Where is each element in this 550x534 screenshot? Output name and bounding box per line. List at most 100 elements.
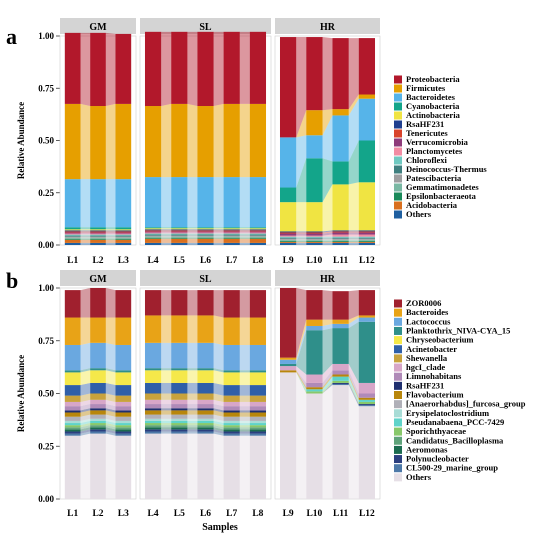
alluvial-link — [348, 98, 359, 162]
bar-segment — [223, 229, 240, 231]
alluvial-link — [322, 115, 333, 162]
bar-segment — [197, 242, 214, 245]
bar-segment — [90, 288, 106, 318]
legend-swatch — [394, 75, 402, 84]
legend-swatch — [394, 102, 402, 111]
bar-segment — [249, 401, 267, 407]
bar-segment — [249, 242, 267, 245]
alluvial-link — [296, 325, 307, 364]
facet-strip — [275, 270, 380, 286]
bar-segment — [197, 410, 214, 415]
alluvial-link — [322, 328, 333, 375]
x-tick-label: L5 — [174, 256, 185, 266]
bar-segment — [358, 236, 376, 238]
alluvial-link — [161, 423, 172, 426]
legend-swatch — [394, 93, 402, 102]
bar-segment — [197, 431, 214, 434]
legend-swatch — [394, 345, 402, 354]
bar-segment — [279, 232, 297, 234]
alluvial-link — [80, 317, 91, 345]
alluvial-link — [161, 368, 172, 371]
alluvial-link — [213, 234, 224, 236]
bar-segment — [144, 31, 162, 107]
x-axis-label: Samples — [202, 522, 238, 533]
bar-segment — [144, 315, 162, 343]
bar-segment — [279, 236, 297, 238]
bar-segment — [144, 106, 162, 178]
bar-segment — [332, 382, 349, 385]
alluvial-link — [213, 425, 224, 430]
alluvial-link — [80, 408, 91, 413]
bar-segment — [171, 431, 188, 434]
alluvial-link — [187, 177, 198, 228]
legend-swatch — [394, 455, 402, 464]
alluvial-link — [105, 242, 116, 245]
legend-entry: Candidatus_Bacilloplasma — [406, 435, 504, 445]
alluvial-link — [348, 363, 359, 394]
alluvial-link — [161, 232, 172, 234]
bar-segment — [249, 238, 267, 243]
bar-segment — [115, 179, 132, 228]
bar-segment — [249, 233, 267, 235]
bar-segment — [197, 31, 214, 107]
bar-segment — [64, 416, 81, 421]
alluvial-link — [296, 330, 307, 375]
bar-segment — [249, 423, 267, 426]
bar-segment — [115, 242, 132, 245]
bar-segment — [115, 33, 132, 104]
alluvial-link — [239, 237, 250, 239]
alluvial-link — [80, 237, 91, 239]
bar-segment — [223, 410, 240, 413]
bar-segment — [358, 182, 376, 231]
alluvial-link — [105, 103, 116, 180]
alluvial-link — [239, 31, 250, 104]
bar-segment — [223, 372, 240, 386]
alluvial-link — [105, 231, 116, 233]
alluvial-link — [105, 239, 116, 243]
bar-segment — [332, 370, 349, 375]
bar-segment — [64, 236, 81, 238]
bar-segment — [332, 38, 349, 110]
bar-segment — [358, 405, 376, 407]
bar-segment — [249, 228, 267, 230]
alluvial-link — [187, 408, 198, 411]
bar-segment — [223, 232, 240, 234]
bar-segment — [223, 242, 240, 245]
bar-segment — [332, 323, 349, 329]
alluvial-link — [187, 232, 198, 234]
legend-entry: Others — [406, 472, 432, 482]
bar-segment — [332, 385, 349, 499]
x-tick-label: L8 — [252, 256, 263, 266]
legend-swatch — [394, 427, 402, 436]
bar-segment — [279, 357, 297, 360]
alluvial-link — [187, 290, 198, 316]
bar-segment — [115, 234, 132, 236]
x-tick-label: L11 — [333, 256, 349, 266]
alluvial-link — [161, 431, 172, 434]
bar-segment — [115, 410, 132, 413]
x-tick-label: L8 — [252, 509, 263, 519]
bar-segment — [358, 321, 376, 383]
alluvial-link — [80, 427, 91, 432]
legend-entry: Chloroflexi — [406, 155, 448, 165]
alluvial-link — [348, 232, 359, 235]
bar-segment — [171, 103, 188, 178]
y-tick-label: 0.25 — [38, 188, 54, 198]
bar-segment — [332, 376, 349, 381]
x-tick-label: L10 — [306, 256, 322, 266]
alluvial-link — [296, 366, 307, 383]
bar-segment — [223, 234, 240, 236]
legend-entry: Shewanella — [406, 353, 448, 363]
alluvial-link — [239, 232, 250, 234]
legend-swatch — [394, 464, 402, 473]
alluvial-link — [296, 240, 307, 242]
alluvial-link — [187, 399, 198, 405]
alluvial-link — [161, 233, 172, 235]
bar-segment — [171, 290, 188, 316]
bar-segment — [144, 233, 162, 235]
bar-segment — [90, 431, 106, 434]
x-tick-label: L4 — [148, 256, 159, 266]
alluvial-link — [322, 240, 333, 242]
alluvial-link — [348, 380, 359, 405]
bar-segment — [279, 137, 297, 188]
